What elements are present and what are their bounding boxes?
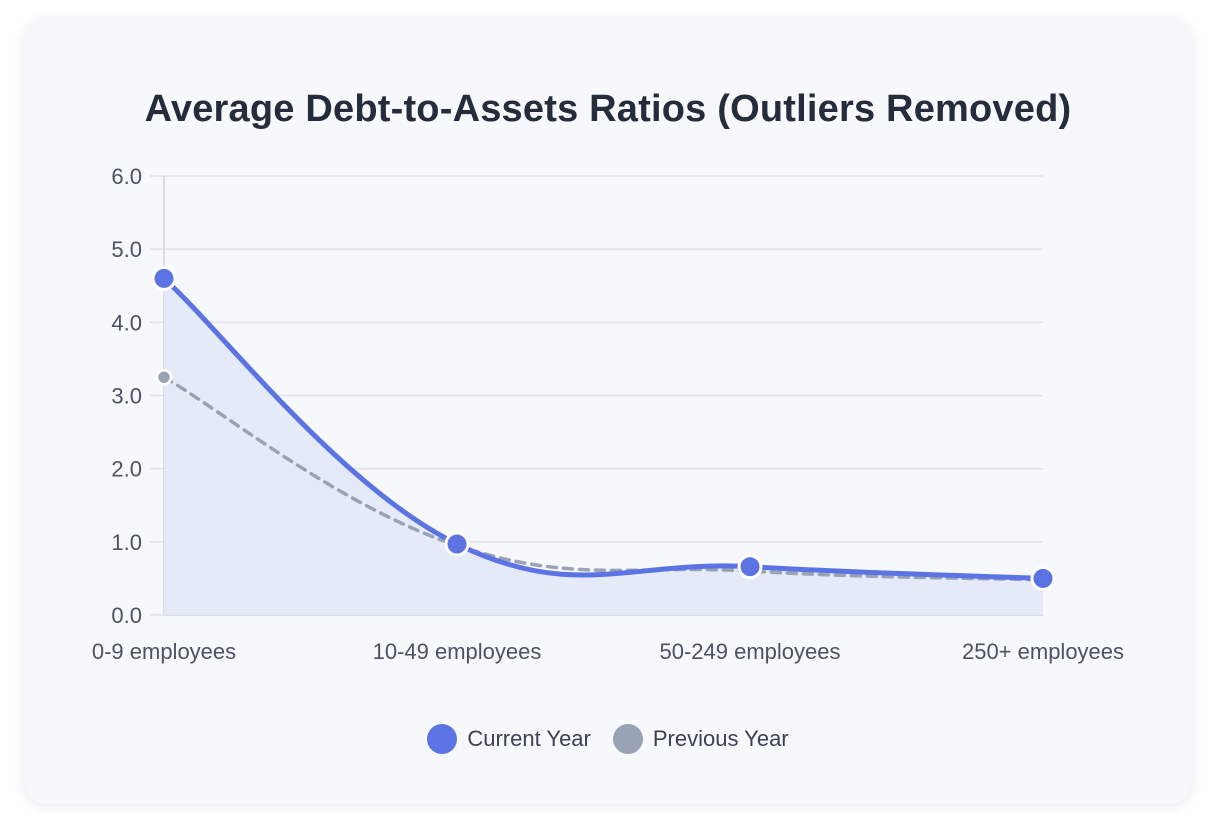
y-tick-label: 0.0 bbox=[111, 603, 142, 628]
current-year-point bbox=[151, 265, 177, 291]
legend-label: Previous Year bbox=[652, 726, 789, 751]
current-year-point bbox=[737, 554, 763, 580]
line-chart: 0.0 1.0 2.0 3.0 4.0 5.0 6.0 0-9 employees 10-49 … bbox=[92, 164, 1124, 664]
x-tick-label: 0-9 employees bbox=[92, 639, 236, 664]
x-tick-label: 10-49 employees bbox=[373, 639, 542, 664]
x-tick-label: 50-249 employees bbox=[659, 639, 840, 664]
y-tick-label: 5.0 bbox=[111, 237, 142, 262]
previous-year-line bbox=[162, 375, 1045, 582]
legend-swatch bbox=[427, 724, 458, 754]
y-tick-label: 1.0 bbox=[111, 530, 142, 555]
chart-title: Average Debt-to-Assets Ratios (Outliers … bbox=[144, 88, 1072, 130]
y-tick-label: 4.0 bbox=[111, 310, 142, 335]
legend-swatch bbox=[612, 724, 643, 754]
legend-item[interactable]: Current Year bbox=[427, 724, 591, 754]
y-tick-label: 3.0 bbox=[111, 384, 142, 409]
current-year-point bbox=[444, 531, 470, 557]
previous-year-point bbox=[155, 368, 173, 386]
legend-label: Current Year bbox=[467, 726, 591, 751]
x-tick-label: 250+ employees bbox=[962, 639, 1124, 664]
y-tick-label: 2.0 bbox=[111, 457, 142, 482]
chart-card: Average Debt-to-Assets Ratios (Outliers … bbox=[24, 18, 1192, 804]
current-year-point bbox=[1030, 565, 1056, 591]
y-tick-label: 6.0 bbox=[111, 164, 142, 189]
legend-item[interactable]: Previous Year bbox=[612, 724, 789, 754]
current-year-area bbox=[164, 278, 1043, 615]
current-year-line bbox=[161, 275, 1046, 581]
chart-legend: Current Year Previous Year bbox=[24, 724, 1192, 754]
